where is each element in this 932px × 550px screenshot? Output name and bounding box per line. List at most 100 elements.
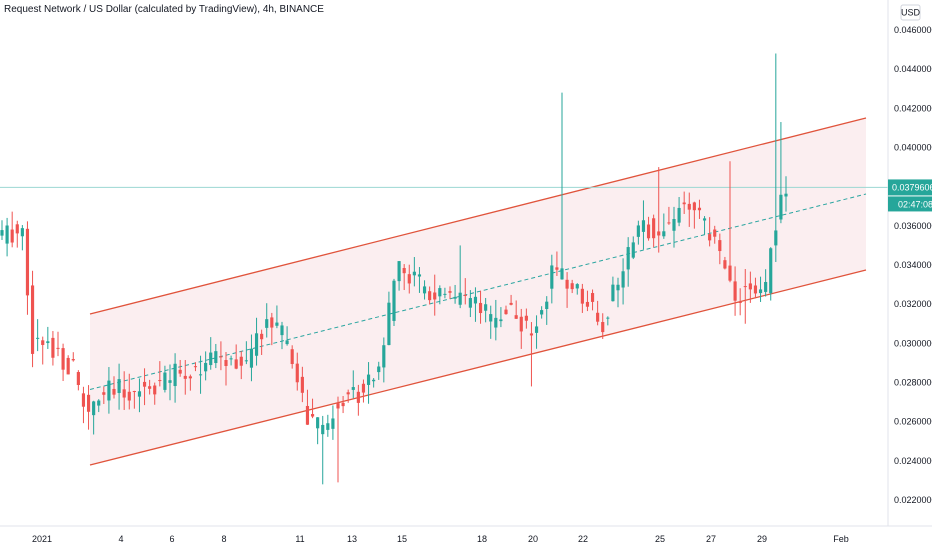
candle-down[interactable] [127,391,131,401]
candle-down[interactable] [25,228,30,296]
candle-up[interactable] [285,340,289,345]
candle-down[interactable] [193,366,198,368]
candle-down[interactable] [10,229,14,243]
candle-down[interactable] [682,202,686,205]
candle-down[interactable] [646,224,651,239]
candle-down[interactable] [580,288,584,304]
candle-down[interactable] [708,234,712,241]
candle-down[interactable] [433,292,437,300]
candle-up[interactable] [209,352,213,366]
candle-up[interactable] [265,319,269,328]
candle-up[interactable] [275,322,279,326]
candle-down[interactable] [585,301,590,307]
candle-down[interactable] [234,359,238,369]
candle-down[interactable] [76,372,80,385]
candle-up[interactable] [764,281,768,292]
candle-up[interactable] [168,380,172,383]
candle-down[interactable] [687,203,691,210]
candle-down[interactable] [102,392,106,395]
candle-up[interactable] [774,230,778,246]
candle-down[interactable] [305,405,310,425]
candle-up[interactable] [672,219,676,231]
candle-down[interactable] [122,389,126,398]
candle-down[interactable] [728,265,732,281]
candle-up[interactable] [280,325,284,336]
candle-down[interactable] [295,363,299,383]
candle-up[interactable] [499,319,503,322]
candle-down[interactable] [239,356,243,366]
candle-up[interactable] [244,360,248,362]
candle-down[interactable] [697,207,702,211]
candle-up[interactable] [560,268,564,280]
candle-up[interactable] [198,374,203,376]
candle-up[interactable] [117,379,121,394]
candle-down[interactable] [514,315,518,319]
candle-up[interactable] [616,284,620,291]
candle-up[interactable] [351,387,355,390]
candle-up[interactable] [621,271,625,288]
candle-down[interactable] [402,268,406,274]
candle-up[interactable] [316,417,320,429]
candle-down[interactable] [738,301,742,303]
candle-up[interactable] [422,286,427,294]
candle-up[interactable] [611,284,615,302]
candle-down[interactable] [336,403,340,409]
candle-down[interactable] [86,394,91,412]
candle-down[interactable] [270,317,274,328]
candle-down[interactable] [667,222,671,224]
candle-up[interactable] [484,304,488,311]
candle-up[interactable] [779,194,783,220]
candle-down[interactable] [657,231,661,236]
candle-up[interactable] [97,400,101,406]
candle-down[interactable] [300,376,304,393]
candle-up[interactable] [784,193,788,197]
candle-down[interactable] [51,337,55,358]
candle-down[interactable] [519,316,523,332]
candle-up[interactable] [540,310,544,315]
candle-down[interactable] [509,302,513,305]
candle-up[interactable] [331,418,335,429]
candle-down[interactable] [178,369,182,374]
candle-up[interactable] [473,296,478,304]
candle-up[interactable] [443,293,447,295]
candle-up[interactable] [321,424,325,435]
candle-down[interactable] [183,375,187,379]
candle-down[interactable] [346,392,350,395]
candle-down[interactable] [570,283,574,290]
channel-lower-line[interactable] [89,269,867,466]
candle-down[interactable] [148,386,152,389]
candle-up[interactable] [107,380,111,401]
candle-down[interactable] [56,347,60,349]
candle-up[interactable] [249,348,254,368]
candle-down[interactable] [30,285,35,354]
candle-up[interactable] [453,296,457,299]
candle-up[interactable] [417,274,422,277]
candle-down[interactable] [753,285,758,294]
candle-up[interactable] [489,314,493,322]
candle-up[interactable] [36,337,40,339]
candle-down[interactable] [555,267,559,270]
candle-down[interactable] [15,224,19,234]
candle-up[interactable] [636,225,640,237]
candle-down[interactable] [713,229,717,237]
candle-down[interactable] [71,359,75,361]
candle-up[interactable] [326,423,330,430]
candle-up[interactable] [575,284,579,289]
candle-down[interactable] [81,393,86,407]
candle-down[interactable] [61,348,65,370]
candle-up[interactable] [626,247,630,270]
candle-up[interactable] [494,317,498,328]
candle-up[interactable] [5,225,9,244]
candle-up[interactable] [137,391,142,397]
candle-up[interactable] [631,242,635,258]
candle-down[interactable] [723,260,727,269]
candle-up[interactable] [438,288,442,297]
candle-down[interactable] [188,376,192,379]
candle-down[interactable] [341,402,345,407]
candle-down[interactable] [692,202,696,211]
candle-down[interactable] [142,381,147,387]
candle-down[interactable] [356,391,360,403]
candle-up[interactable] [372,379,376,382]
candle-up[interactable] [545,301,549,309]
